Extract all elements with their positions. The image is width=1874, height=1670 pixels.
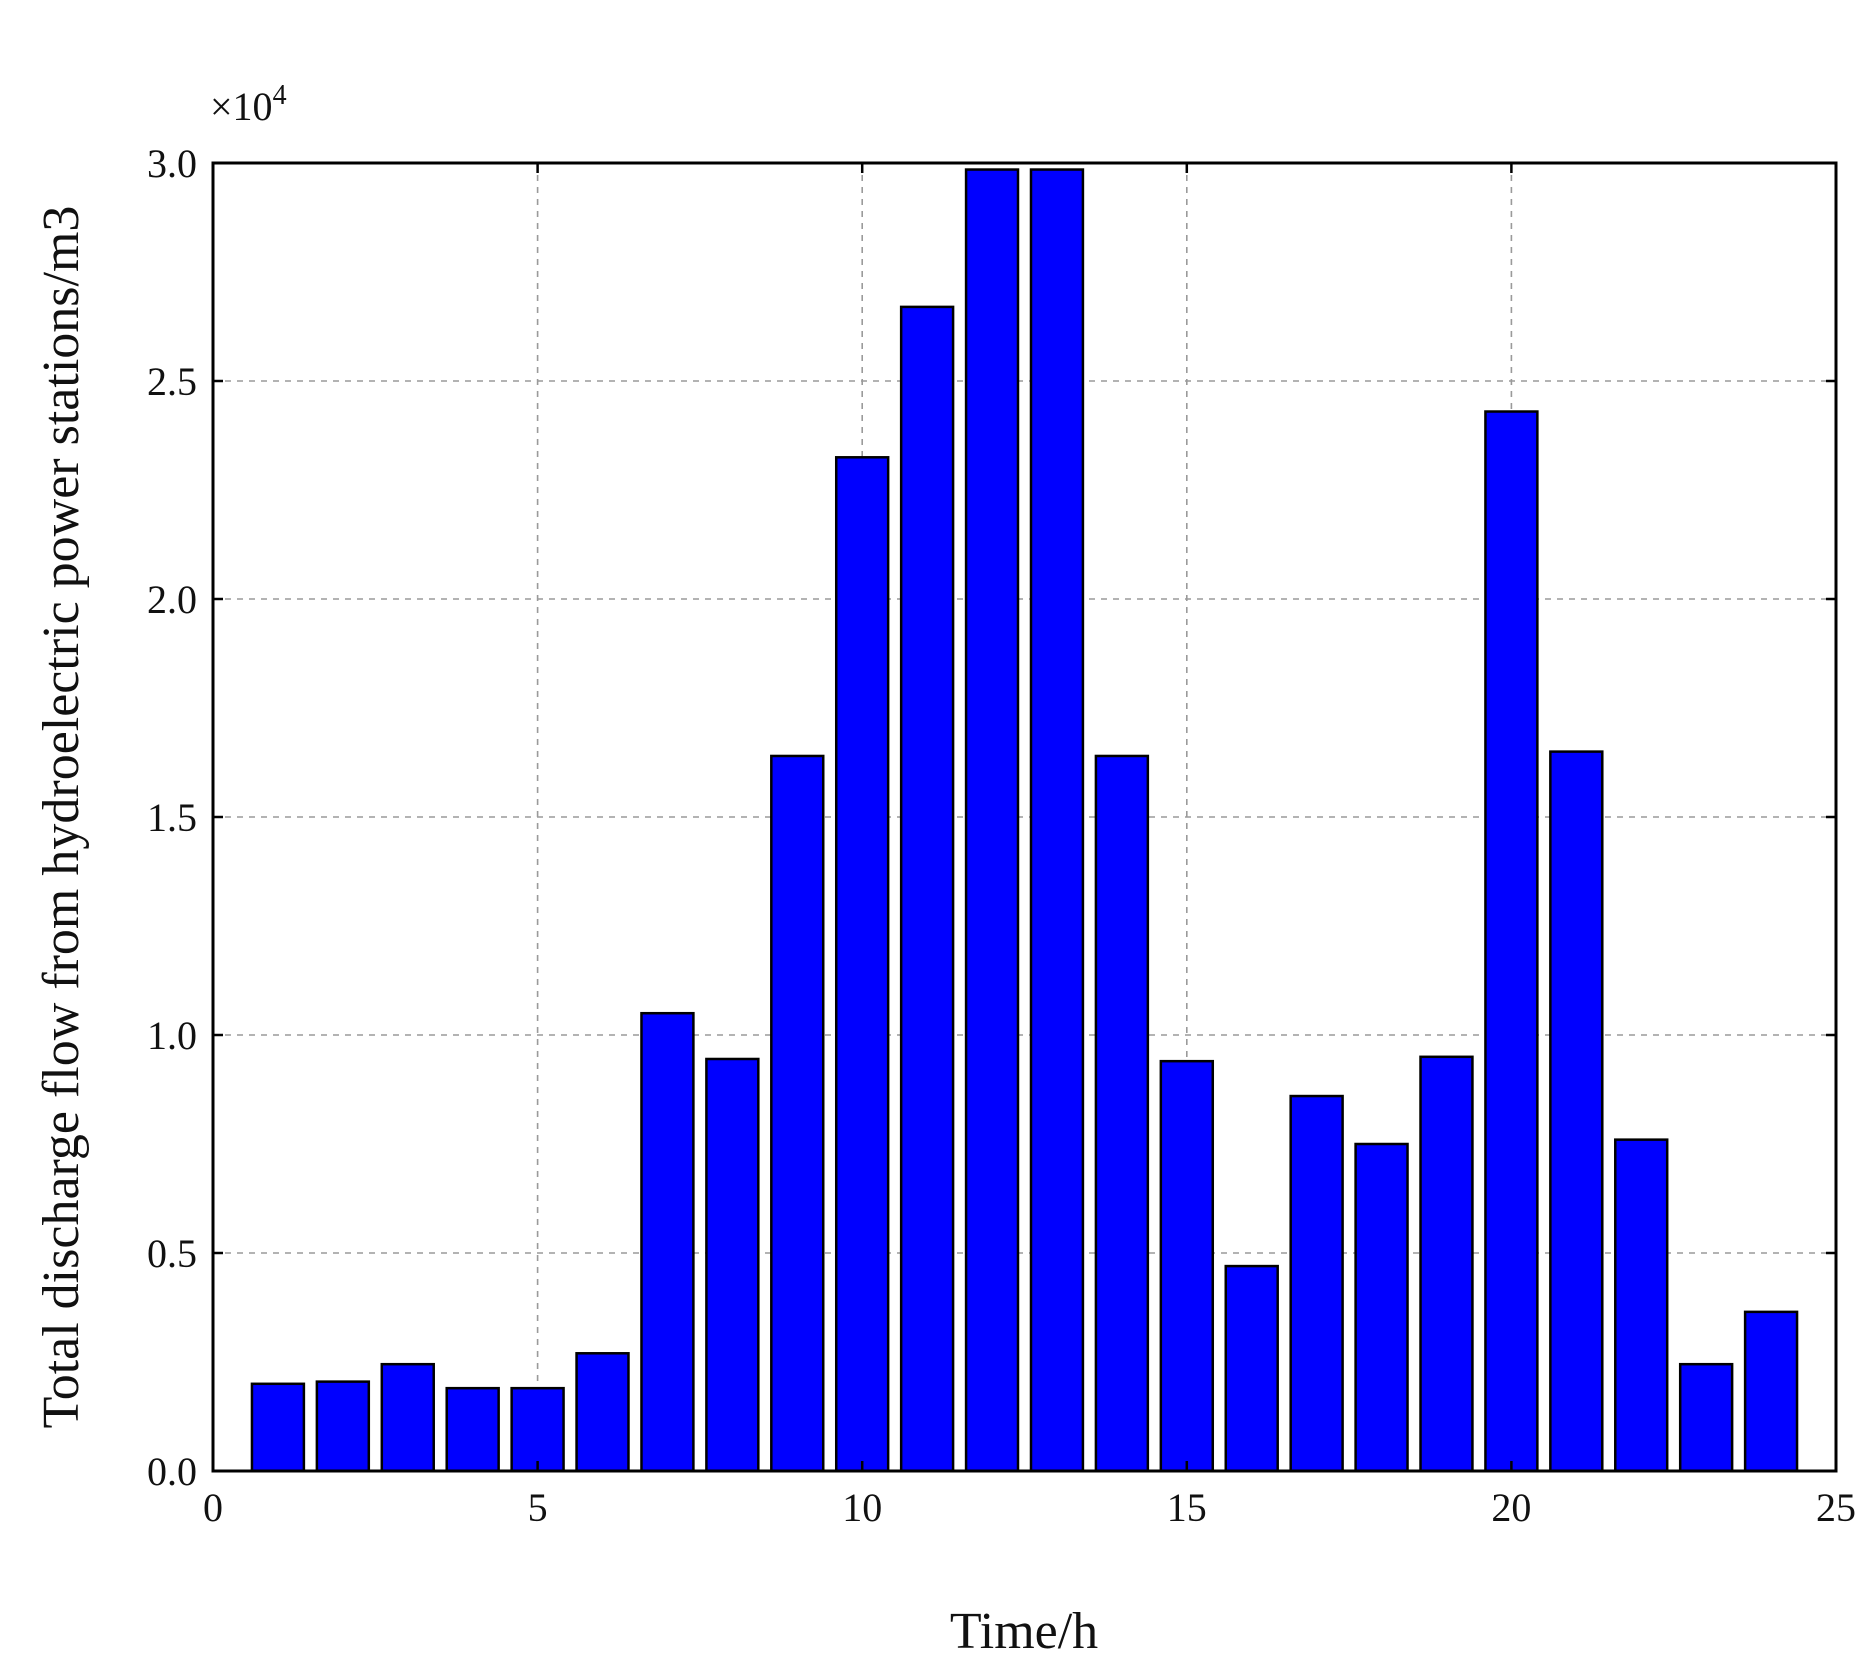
bar-13 [1029,168,1085,1473]
bar-22 [1614,1138,1669,1473]
y-tick-label: 1.5 [147,795,197,840]
y-multiplier-exponent: 4 [273,80,287,111]
bar-19 [1419,1055,1474,1473]
bar-1 [250,1382,306,1473]
y-tick-label: 0.5 [147,1231,197,1276]
y-tick-label: 0.0 [147,1449,197,1494]
bar-9 [770,754,825,1473]
bar-21 [1549,750,1604,1473]
label-layer: 0 5 10 15 20 25 0.0 0.5 1.0 1.5 2.0 2.5 3.0 [147,141,1856,1530]
bar-11 [899,305,955,1473]
x-axis-title: Time/h [950,1603,1098,1660]
bar-3 [380,1362,435,1473]
y-tick-label: 3.0 [147,141,197,186]
x-tick-label: 10 [842,1485,882,1530]
bar-10 [834,456,890,1473]
bar-14 [1094,754,1150,1473]
x-tick-label: 25 [1816,1485,1856,1530]
bar-16 [1224,1264,1279,1473]
bar-17 [1289,1094,1344,1473]
bar-4 [445,1386,500,1473]
x-tick-label: 15 [1167,1485,1207,1530]
bar-5 [510,1386,565,1473]
tick-layer [211,161,1838,1473]
y-tick-label: 1.0 [147,1013,197,1058]
bar-15 [1159,1059,1215,1473]
x-tick-label: 5 [528,1485,548,1530]
bar-12 [964,168,1020,1473]
y-multiplier-label: ×104 [210,80,287,129]
bar-20 [1484,410,1539,1473]
y-tick-label: 2.0 [147,577,197,622]
x-tick-label: 0 [203,1485,223,1530]
x-tick-label: 20 [1491,1485,1531,1530]
bar-2 [315,1380,371,1473]
bar-18 [1354,1142,1409,1473]
bar-24 [1743,1310,1799,1473]
bar-6 [575,1352,630,1473]
bar-7 [640,1011,695,1473]
bar-23 [1678,1362,1734,1473]
bar-8 [705,1057,760,1473]
y-axis-title: Total discharge flow from hydroelectric … [33,206,90,1429]
bar-layer [250,168,1799,1473]
y-tick-label: 2.5 [147,359,197,404]
